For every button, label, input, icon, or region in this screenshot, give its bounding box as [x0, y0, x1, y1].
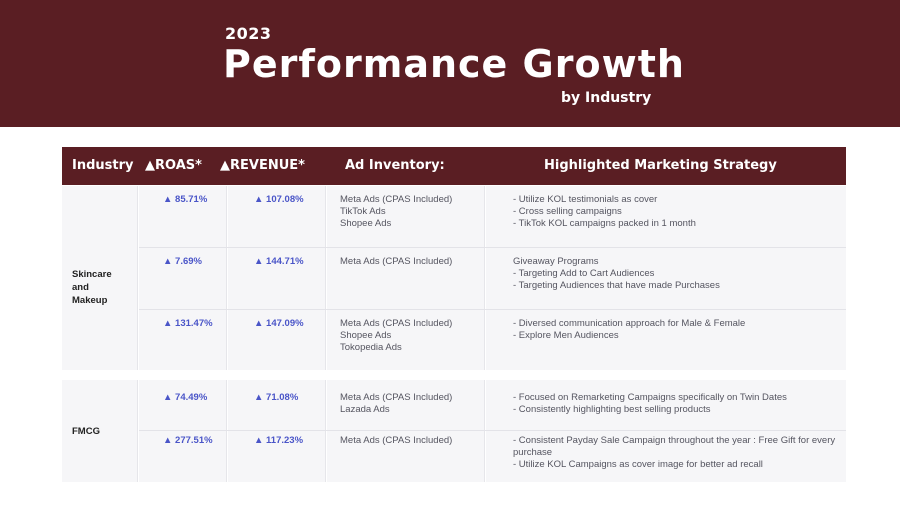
- strategy-text: Giveaway Programs - Targeting Add to Car…: [513, 256, 720, 291]
- ad-inventory-text: Meta Ads (CPAS Included) TikTok Ads Shop…: [340, 194, 453, 229]
- table-header: Industry ▲ROAS* ▲REVENUE* Ad Inventory: …: [62, 147, 846, 185]
- ad-inventory-text: Meta Ads (CPAS Included) Lazada Ads: [340, 392, 453, 415]
- revenue-value: ▲ 117.23%: [254, 435, 304, 446]
- inventory-column-cell: [327, 186, 485, 370]
- row-divider: [139, 309, 846, 310]
- ad-inventory-text: Meta Ads (CPAS Included) Shopee Ads Toko…: [340, 318, 453, 353]
- industry-cell: [62, 186, 138, 370]
- strategy-column-cell: [486, 380, 846, 482]
- industry-label: Skincare and Makeup: [72, 269, 112, 306]
- revenue-value: ▲ 107.08%: [254, 194, 304, 205]
- title-banner: 2023 Performance Growth by Industry: [0, 0, 900, 127]
- strategy-text: - Utilize KOL testimonials as cover - Cr…: [513, 194, 696, 229]
- revenue-value: ▲ 144.71%: [254, 256, 304, 267]
- row-divider: [139, 430, 846, 431]
- inventory-column-cell: [327, 380, 485, 482]
- header-marketing-strategy: Highlighted Marketing Strategy: [544, 158, 777, 173]
- row-divider: [139, 247, 846, 248]
- strategy-text: - Focused on Remarketing Campaigns speci…: [513, 392, 787, 415]
- roas-value: ▲ 85.71%: [163, 194, 208, 205]
- header-industry: Industry: [72, 158, 134, 173]
- ad-inventory-text: Meta Ads (CPAS Included): [340, 435, 453, 446]
- revenue-column-cell: [228, 186, 326, 370]
- strategy-column-cell: [486, 186, 846, 370]
- industry-label: FMCG: [72, 426, 100, 437]
- year-label: 2023: [225, 24, 272, 43]
- roas-column-cell: [139, 380, 227, 482]
- industry-cell: [62, 380, 138, 482]
- header-revenue: ▲REVENUE*: [220, 158, 305, 173]
- revenue-value: ▲ 147.09%: [254, 318, 304, 329]
- roas-value: ▲ 7.69%: [163, 256, 202, 267]
- ad-inventory-text: Meta Ads (CPAS Included): [340, 256, 453, 267]
- strategy-text: - Consistent Payday Sale Campaign throug…: [513, 435, 836, 470]
- strategy-text: - Diversed communication approach for Ma…: [513, 318, 746, 341]
- revenue-column-cell: [228, 380, 326, 482]
- roas-value: ▲ 277.51%: [163, 435, 213, 446]
- roas-value: ▲ 131.47%: [163, 318, 213, 329]
- roas-column-cell: [139, 186, 227, 370]
- roas-value: ▲ 74.49%: [163, 392, 208, 403]
- page-subtitle: by Industry: [561, 90, 652, 106]
- page-title: Performance Growth: [223, 42, 685, 86]
- header-ad-inventory: Ad Inventory:: [345, 158, 445, 173]
- revenue-value: ▲ 71.08%: [254, 392, 299, 403]
- header-roas: ▲ROAS*: [145, 158, 202, 173]
